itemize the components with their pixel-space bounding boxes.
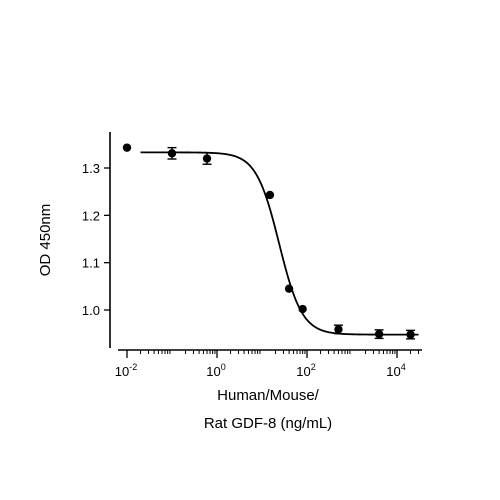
- y-axis-label: OD 450nm: [37, 204, 54, 277]
- x-axis-label-line-1: Human/Mouse/: [217, 387, 320, 404]
- data-point: [334, 325, 343, 334]
- x-tick-label-exponent: 4: [401, 362, 406, 372]
- y-tick-label: 1.3: [82, 161, 100, 176]
- series: [122, 143, 419, 340]
- x-tick-label: 102: [296, 362, 315, 379]
- y-tick-label: 1.0: [82, 303, 100, 318]
- x-tick-label-base: 10: [206, 364, 220, 379]
- x-axis-label-line-2: Rat GDF-8 (ng/mL): [204, 415, 332, 432]
- data-point: [265, 190, 275, 200]
- x-tick-label-base: 10: [115, 364, 129, 379]
- y-tick-label: 1.2: [82, 208, 100, 223]
- data-point: [406, 330, 415, 339]
- x-tick-label: 104: [386, 362, 405, 379]
- data-point: [122, 143, 132, 152]
- y-tick-label: 1.1: [82, 256, 100, 271]
- x-tick-label-base: 10: [386, 364, 400, 379]
- x-tick-label-exponent: 2: [311, 362, 316, 372]
- data-point: [167, 149, 177, 158]
- fit-curve: [140, 151, 419, 336]
- data-point: [202, 154, 212, 163]
- axes: [109, 132, 422, 351]
- y-ticks: 1.0 1.1 1.2 1.3: [82, 161, 110, 318]
- data-point: [298, 304, 307, 314]
- x-tick-label: 10-2: [115, 362, 137, 379]
- x-tick-label-exponent: -2: [129, 362, 137, 372]
- x-tick-label-base: 10: [296, 364, 310, 379]
- x-tick-label: 100: [206, 362, 225, 379]
- x-tick-label-exponent: 0: [221, 362, 226, 372]
- data-point: [284, 284, 294, 293]
- x-ticks: 10-2 100 102 104: [115, 350, 419, 379]
- data-point: [374, 329, 384, 339]
